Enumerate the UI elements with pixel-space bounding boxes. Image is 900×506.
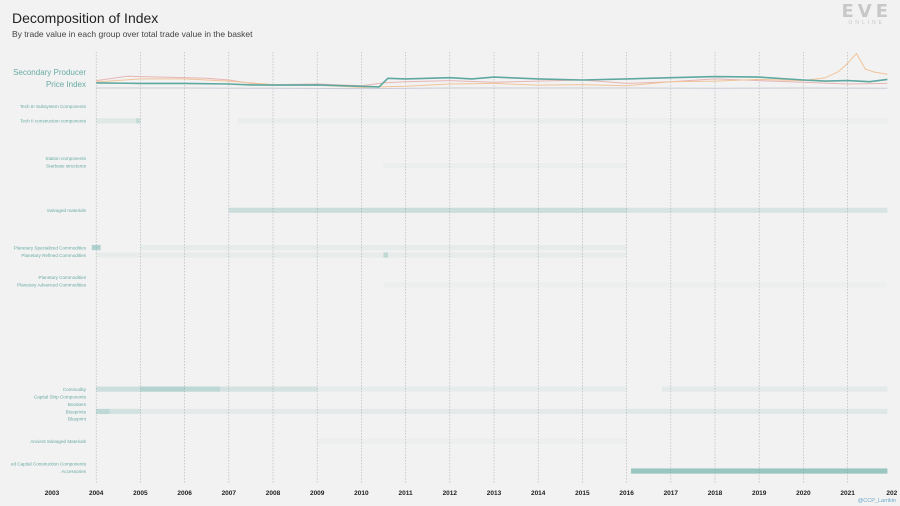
heatmap-cell (96, 408, 110, 415)
heatmap-cell (383, 163, 627, 169)
heatmap-cell (626, 118, 888, 124)
row-label: Blueprint (68, 417, 87, 422)
x-tick-label: 2014 (531, 490, 546, 497)
row-label: Starbase structures (46, 163, 87, 168)
heatmap-cell (140, 408, 627, 415)
x-axis-ticks: 2003 2004 2005 2006 2007 2008 2009 2010 2011 2012… (45, 490, 898, 497)
heatmap-cell (96, 386, 141, 392)
eve-online-logo: EVE ONLINE (841, 1, 892, 27)
heatmap-cell (91, 244, 101, 251)
x-tick-label: 2015 (575, 490, 590, 497)
x-tick-label: 2008 (266, 490, 281, 497)
heatmap-cell (237, 118, 627, 124)
row-label: Planetary Commodities (39, 275, 87, 280)
x-tick-label: 2006 (177, 490, 192, 497)
x-tick-label: 2019 (752, 490, 767, 497)
heatmap-cell (96, 252, 627, 258)
row-label: Planetary Advanced Commodities (17, 283, 87, 288)
x-tick-label: 2011 (399, 490, 413, 497)
x-tick-label: 2012 (443, 490, 458, 497)
row-label: Boosters (68, 402, 87, 407)
x-tick-label: 2017 (664, 490, 679, 497)
row-label: Accessories (61, 469, 86, 474)
x-tick-label: 2021 (840, 490, 855, 497)
top-series-label: Price Index (46, 80, 86, 89)
x-tick-label: 2003 (45, 490, 60, 497)
row-label: Tech II construction components (20, 119, 87, 124)
x-tick-label: 2018 (708, 490, 723, 497)
row-label: Blueprints (66, 409, 87, 414)
heatmap-cell (626, 408, 888, 415)
row-label: Commodity (63, 387, 87, 392)
x-tick-label: 2016 (619, 490, 634, 497)
x-tick-label: 2013 (487, 490, 502, 497)
top-series-lines (96, 52, 888, 90)
heatmap-cell (135, 118, 141, 124)
chart-subtitle: By trade value in each group over total … (12, 29, 253, 39)
heatmap-cell (228, 207, 627, 213)
row-label: Station components (45, 156, 86, 161)
series-line-teal (96, 75, 888, 88)
series-line-gray (96, 87, 888, 90)
heatmap-cell (317, 438, 627, 444)
heatmap-cell (140, 244, 627, 251)
row-label: Planetary Specialized Commodities (14, 245, 87, 250)
row-label: Salvaged materials (47, 208, 87, 213)
top-series-labels: Secondary Producer Price Index (13, 68, 86, 89)
row-label: Capital Ship Components (34, 394, 87, 399)
x-tick-label: 2004 (89, 490, 104, 497)
author-credit: @CCP_Larrikin (857, 498, 896, 504)
heatmap-cell (626, 207, 888, 213)
heatmap-cell (383, 282, 888, 288)
series-line-peach (96, 52, 888, 88)
heatmap-cells (91, 118, 888, 474)
row-label: Planetary Refined Commodities (21, 253, 86, 258)
chart-title: Decomposition of Index (12, 10, 159, 26)
heatmap-cell (219, 386, 318, 392)
x-tick-label: 2009 (310, 490, 325, 497)
heatmap-cell (184, 386, 220, 392)
row-label: Ancient Salvaged Materials (30, 439, 86, 444)
heatmap-cell (96, 118, 136, 124)
logo-subtitle: ONLINE (848, 20, 886, 26)
heatmap-cell (383, 252, 388, 258)
heatmap-cell (317, 386, 627, 392)
heatmap-cell (661, 386, 888, 392)
year-gridlines (95, 52, 848, 484)
heatmap-cell (631, 468, 888, 474)
x-tick-label: 2007 (222, 490, 237, 497)
x-tick-label: 2010 (354, 490, 369, 497)
x-tick-label: 202 (886, 490, 897, 497)
top-series-label: Secondary Producer (13, 68, 86, 77)
row-labels: Tech III Subsystem Components Tech II con… (11, 104, 87, 474)
x-tick-label: 2020 (796, 490, 811, 497)
heatmap-cell (140, 386, 185, 392)
x-tick-label: 2005 (133, 490, 148, 497)
logo-mark: EVE (841, 1, 892, 22)
row-label: Tech III Subsystem Components (20, 104, 87, 109)
heatmap-cell (109, 408, 141, 415)
row-label: ed Capital Construction Components (11, 461, 87, 466)
